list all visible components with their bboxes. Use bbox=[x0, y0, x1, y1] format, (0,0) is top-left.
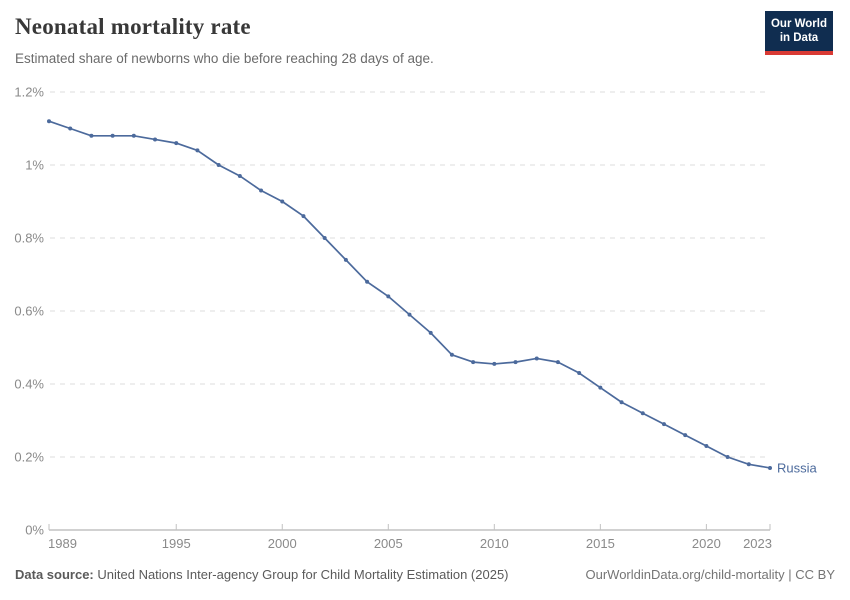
owid-logo[interactable]: Our World in Data bbox=[765, 11, 833, 55]
y-tick-label: 1.2% bbox=[14, 85, 44, 100]
y-tick-label: 1% bbox=[25, 158, 44, 173]
page-title: Neonatal mortality rate bbox=[15, 14, 251, 39]
data-point[interactable] bbox=[89, 133, 94, 138]
data-point[interactable] bbox=[47, 119, 51, 124]
data-point[interactable] bbox=[131, 133, 136, 138]
data-point[interactable] bbox=[280, 199, 285, 204]
logo-text-line1: Our World bbox=[770, 18, 827, 30]
x-tick-label: 2010 bbox=[480, 536, 509, 551]
y-tick-label: 0.8% bbox=[14, 231, 44, 246]
x-tick-label: 1989 bbox=[48, 536, 77, 551]
data-point[interactable] bbox=[428, 330, 433, 335]
y-tick-label: 0.4% bbox=[14, 377, 44, 392]
x-tick-label: 2015 bbox=[586, 536, 615, 551]
data-point[interactable] bbox=[768, 465, 772, 470]
y-tick-label: 0.6% bbox=[14, 304, 44, 319]
data-point[interactable] bbox=[577, 371, 582, 376]
data-point[interactable] bbox=[683, 433, 688, 438]
data-point[interactable] bbox=[449, 352, 454, 357]
x-tick-label: 2000 bbox=[268, 536, 297, 551]
data-point[interactable] bbox=[216, 163, 221, 167]
data-point[interactable] bbox=[598, 385, 603, 390]
chart-footer: Data source: United Nations Inter-agency… bbox=[0, 567, 850, 582]
series-line-russia[interactable] bbox=[48, 120, 771, 469]
data-point[interactable] bbox=[174, 141, 179, 146]
y-tick-label: 0.2% bbox=[14, 450, 44, 465]
data-source-label: Data source: bbox=[15, 567, 94, 582]
logo-text-line2: in Data bbox=[779, 32, 819, 45]
x-tick-label: 1995 bbox=[162, 536, 191, 551]
data-point[interactable] bbox=[534, 356, 539, 361]
data-point[interactable] bbox=[365, 279, 370, 284]
data-point[interactable] bbox=[195, 148, 200, 153]
x-tick-label: 2023 bbox=[743, 536, 772, 551]
series-end-label[interactable]: Russia bbox=[777, 460, 818, 475]
chart-subtitle: Estimated share of newborns who die befo… bbox=[15, 51, 434, 66]
data-point[interactable] bbox=[725, 455, 730, 459]
data-point[interactable] bbox=[322, 236, 327, 240]
data-source-text: United Nations Inter-agency Group for Ch… bbox=[97, 567, 509, 582]
data-point[interactable] bbox=[110, 133, 115, 138]
x-tick-label: 2005 bbox=[374, 536, 403, 551]
data-point[interactable] bbox=[492, 361, 497, 366]
footer-credit-link[interactable]: OurWorldinData.org/child-mortality | CC … bbox=[585, 567, 836, 582]
data-point[interactable] bbox=[259, 188, 264, 193]
data-point[interactable] bbox=[746, 462, 751, 467]
data-point[interactable] bbox=[471, 360, 476, 365]
data-point[interactable] bbox=[407, 312, 412, 317]
data-point[interactable] bbox=[301, 214, 306, 219]
data-point[interactable] bbox=[386, 294, 391, 299]
data-point[interactable] bbox=[640, 411, 645, 416]
data-point[interactable] bbox=[153, 137, 158, 142]
y-tick-label: 0% bbox=[25, 523, 44, 538]
data-point[interactable] bbox=[661, 422, 666, 427]
data-point[interactable] bbox=[237, 173, 242, 178]
data-point[interactable] bbox=[513, 360, 518, 365]
data-point[interactable] bbox=[555, 360, 560, 365]
data-point[interactable] bbox=[68, 126, 73, 131]
data-point[interactable] bbox=[704, 444, 709, 449]
data-point[interactable] bbox=[619, 400, 624, 405]
x-tick-label: 2020 bbox=[692, 536, 721, 551]
data-source: Data source: United Nations Inter-agency… bbox=[15, 567, 509, 582]
data-point[interactable] bbox=[343, 257, 348, 262]
